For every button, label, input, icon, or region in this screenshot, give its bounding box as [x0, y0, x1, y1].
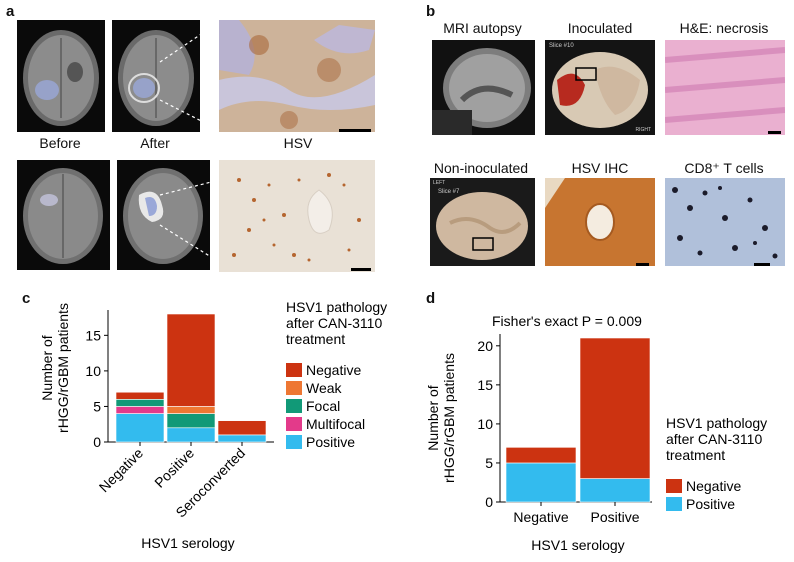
y-tick-label: 20: [477, 338, 493, 354]
hsv-ihc-brain-image: [545, 178, 655, 266]
bar-negative-negative: [115, 391, 165, 400]
bar-positive-positive: [166, 427, 216, 443]
mri-autopsy-image: [432, 40, 535, 135]
bar-negative-negative: [505, 447, 577, 464]
scale-bar: [351, 268, 371, 271]
bar-positive-positive: [579, 478, 651, 503]
y-tick-label: 5: [93, 398, 101, 414]
legend-title: after CAN-3110: [666, 431, 762, 447]
label-hsv-stain: HSV: [283, 135, 313, 151]
bar-negative-multifocal: [115, 406, 165, 414]
y-tick-label: 15: [477, 377, 493, 393]
mri-after-image: [112, 20, 200, 132]
hsv-ihc-image-bottom: [219, 160, 375, 272]
y-tick-label: 10: [477, 416, 493, 432]
mri-before-image-2: [17, 160, 110, 270]
chart-title: Fisher's exact P = 0.009: [492, 313, 642, 329]
y-axis-label: Number of: [39, 335, 55, 400]
y-tick-label: 15: [85, 327, 101, 343]
legend-swatch-positive: [286, 435, 302, 449]
legend-label: Positive: [306, 434, 355, 450]
x-tick-label: Negative: [96, 445, 147, 496]
y-tick-label: 5: [485, 455, 493, 471]
scale-bar: [636, 263, 649, 266]
x-tick-label: Positive: [590, 509, 639, 525]
side-label: LEFT: [433, 180, 446, 186]
x-tick-label: Positive: [151, 445, 197, 491]
x-axis-label: HSV1 serology: [531, 537, 624, 553]
legend-label: Positive: [686, 496, 735, 512]
panel-d-letter: d: [426, 290, 436, 307]
legend-label: Focal: [306, 398, 340, 414]
chart-d: 0 5 10 15 20 Number of rHGG/rGBM patients Negat…: [425, 313, 767, 553]
label-cd8-t-cells: CD8⁺ T cells: [684, 160, 764, 176]
legend-title: treatment: [286, 331, 345, 347]
label-non-inoculated: Non-inoculated: [433, 160, 529, 176]
label-before: Before: [39, 135, 81, 151]
he-necrosis-image: [665, 40, 785, 135]
bar-positive-negative: [166, 313, 216, 407]
bar-positive-weak: [166, 406, 216, 414]
bar-positive-focal: [166, 413, 216, 429]
inoculated-brain-image: Slice #10 RIGHT: [545, 40, 655, 135]
side-label: RIGHT: [635, 127, 651, 133]
zoom-connector-lines: [159, 21, 220, 263]
bar-seroconverted-positive: [217, 434, 267, 443]
legend-label: Multifocal: [306, 416, 365, 432]
chart-c: 0 5 10 15 Number of rHGG/rGBM patients Negativ…: [39, 299, 387, 551]
bar-positive-negative: [579, 337, 651, 479]
scale-bar: [768, 131, 781, 134]
y-axis-label: Number of: [425, 385, 441, 450]
bar-seroconverted-negative: [217, 420, 267, 436]
slice-label: Slice #7: [438, 189, 460, 195]
label-after: After: [140, 135, 170, 151]
label-mri-autopsy: MRI autopsy: [443, 20, 522, 36]
label-hsv-ihc: HSV IHC: [571, 160, 629, 176]
bar-negative-focal: [115, 399, 165, 407]
legend-swatch-negative: [286, 363, 302, 377]
x-tick-label: Negative: [513, 509, 568, 525]
legend-title: HSV1 pathology: [286, 299, 387, 315]
panel-c-letter: c: [22, 290, 31, 307]
y-tick-label: 10: [85, 363, 101, 379]
slice-label: Slice #10: [549, 43, 574, 49]
legend-label: Negative: [686, 478, 741, 494]
hsv-ihc-image-top: [219, 20, 375, 132]
label-he-necrosis: H&E: necrosis: [679, 20, 769, 36]
legend-label: Weak: [306, 380, 343, 396]
label-inoculated: Inoculated: [567, 20, 633, 36]
legend-title: after CAN-3110: [286, 315, 382, 331]
y-tick-label: 0: [93, 434, 101, 450]
panel-b-letter: b: [426, 3, 436, 20]
panel-a-letter: a: [6, 3, 15, 20]
legend-swatch-negative: [666, 479, 682, 493]
bar-negative-positive: [115, 413, 165, 443]
legend-swatch-weak: [286, 381, 302, 395]
legend-swatch-focal: [286, 399, 302, 413]
y-axis-label: rHGG/rGBM patients: [55, 303, 71, 433]
y-axis-label: rHGG/rGBM patients: [441, 353, 457, 483]
scale-bar: [754, 263, 770, 266]
legend-swatch-multifocal: [286, 417, 302, 431]
legend-swatch-positive: [666, 497, 682, 511]
bar-negative-positive: [505, 462, 577, 503]
cd8-t-cells-image: [665, 178, 785, 266]
legend-title: treatment: [666, 447, 725, 463]
mri-before-image: [17, 20, 105, 132]
x-axis-label: HSV1 serology: [141, 535, 234, 551]
y-tick-label: 0: [485, 494, 493, 510]
non-inoculated-brain-image: LEFT Slice #7: [430, 178, 535, 266]
scale-bar: [339, 129, 371, 132]
legend-title: HSV1 pathology: [666, 415, 767, 431]
legend-label: Negative: [306, 362, 361, 378]
